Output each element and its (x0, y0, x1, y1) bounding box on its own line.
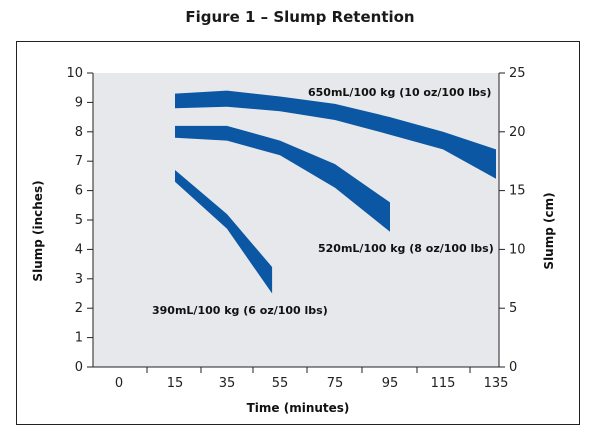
y-tick-label: 6 (75, 184, 83, 199)
y-tick-label: 1 (75, 331, 83, 346)
band-series-3 (175, 90, 496, 179)
x-tick-label: 0 (115, 376, 123, 391)
y-axis-title-right: Slump (cm) (542, 192, 556, 269)
y-tick-label: 7 (75, 154, 83, 169)
x-tick-label: 35 (219, 376, 236, 391)
y-tick-label: 3 (75, 272, 83, 287)
y-tick-label: 8 (75, 125, 83, 140)
band-series-1 (175, 170, 273, 294)
y-tick-label: 9 (75, 95, 83, 110)
band-series-2 (175, 125, 390, 232)
x-axis-title: Time (minutes) (247, 401, 350, 415)
plot-area (93, 73, 499, 367)
y2-tick-label: 25 (509, 66, 526, 81)
x-tick-label: 75 (327, 376, 344, 391)
series-label-3: 650mL/100 kg (10 oz/100 lbs) (308, 86, 491, 99)
x-tick-label: 115 (431, 376, 456, 391)
y-tick-label: 4 (75, 242, 83, 257)
x-tick-label: 55 (272, 376, 289, 391)
y2-tick-label: 15 (509, 184, 526, 199)
figure-title: Figure 1 – Slump Retention (185, 8, 415, 26)
y-tick-label: 10 (66, 66, 83, 81)
y2-tick-label: 5 (509, 301, 517, 316)
y2-tick-label: 20 (509, 125, 526, 140)
chart-frame (16, 41, 580, 425)
y-tick-label: 0 (75, 360, 83, 375)
x-tick-label: 135 (484, 376, 509, 391)
y-tick-label: 2 (75, 301, 83, 316)
y2-tick-label: 0 (509, 360, 517, 375)
series-label-1: 390mL/100 kg (6 oz/100 lbs) (152, 304, 328, 317)
y2-tick-label: 10 (509, 242, 526, 257)
x-tick-label: 95 (382, 376, 399, 391)
y-axis-title-left: Slump (inches) (31, 180, 45, 281)
series-label-2: 520mL/100 kg (8 oz/100 lbs) (318, 242, 494, 255)
x-tick-label: 15 (167, 376, 184, 391)
y-tick-label: 5 (75, 213, 83, 228)
